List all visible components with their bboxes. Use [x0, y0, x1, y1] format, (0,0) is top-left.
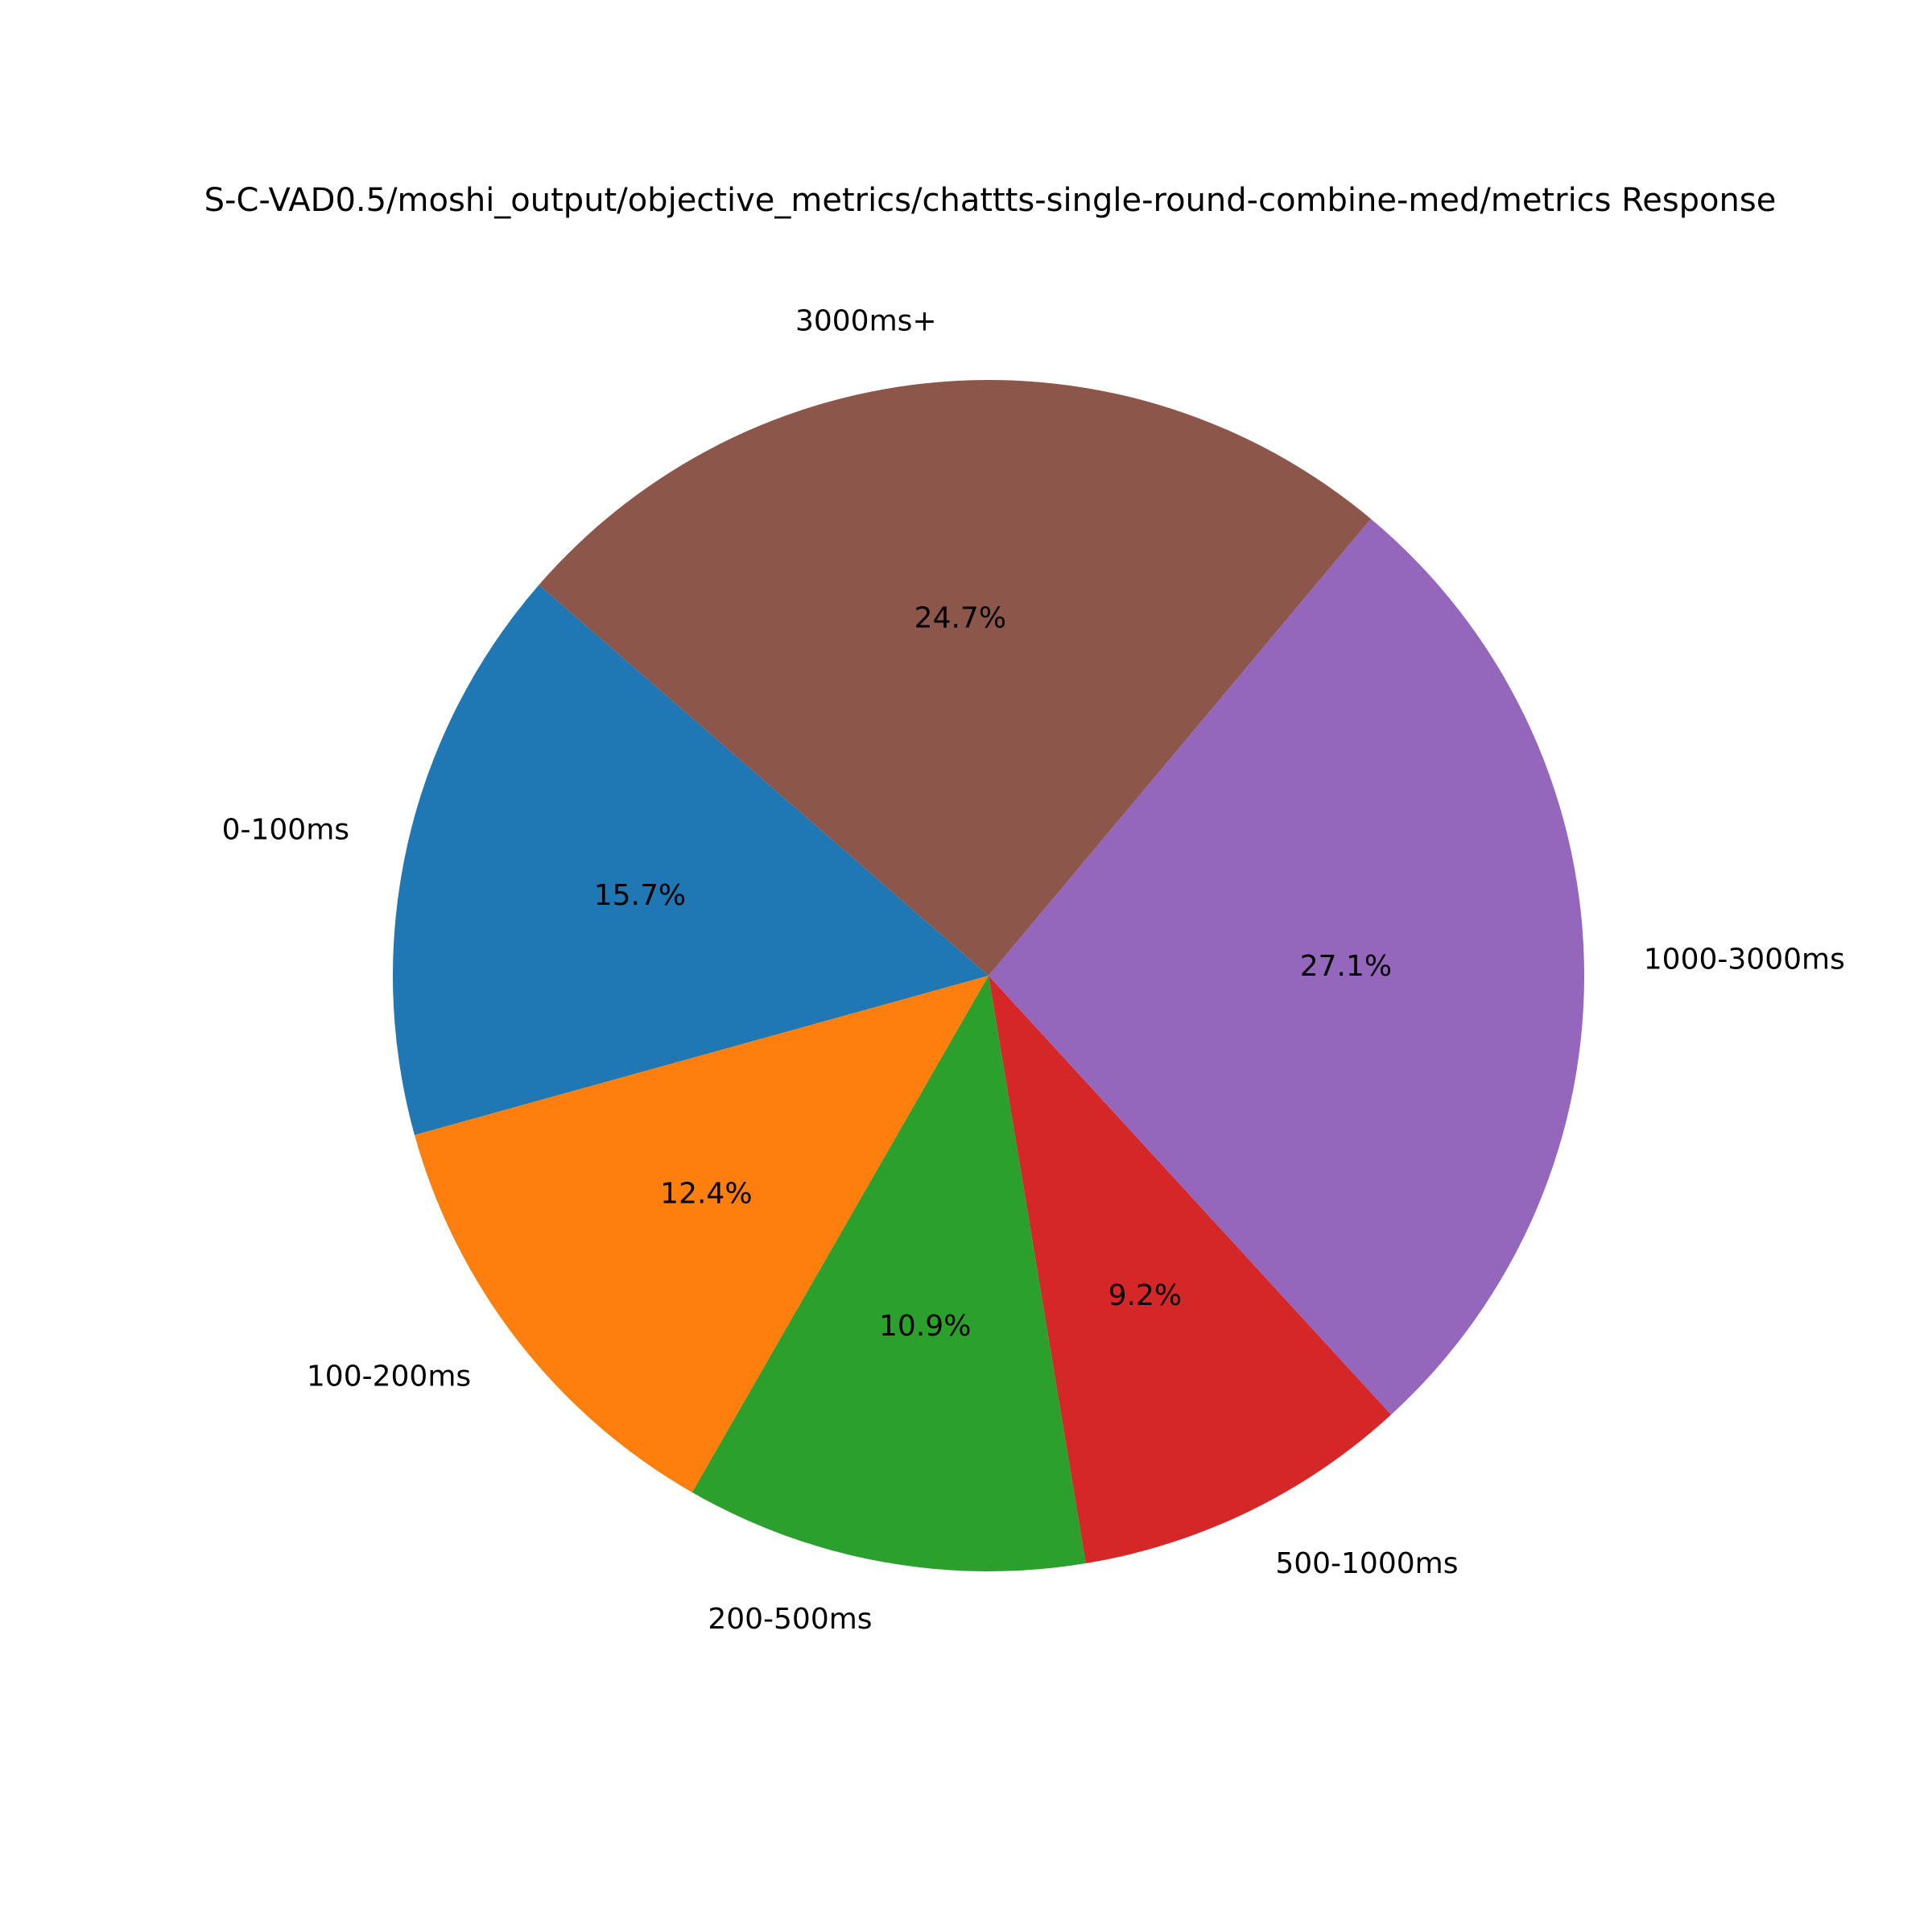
slice-label-1000-3000ms: 1000-3000ms — [1644, 943, 1845, 976]
pct-label-100-200ms: 12.4% — [660, 1177, 752, 1210]
pct-label-1000-3000ms: 27.1% — [1300, 950, 1392, 983]
pie-slice-1000-3000ms — [989, 518, 1585, 1415]
slice-label-3000ms: 3000ms+ — [795, 305, 937, 338]
slice-label-500-1000ms: 500-1000ms — [1275, 1547, 1458, 1580]
pie-slice-200-500ms — [691, 976, 1086, 1571]
chart-title: S-C-VAD0.5/moshi_output/objective_metric… — [204, 182, 1777, 219]
pie-slice-3000ms — [539, 379, 1371, 976]
pct-label-200-500ms: 10.9% — [879, 1310, 971, 1343]
slice-label-200-500ms: 200-500ms — [708, 1603, 872, 1636]
pct-label-3000ms: 24.7% — [914, 601, 1006, 634]
pie-slice-0-100ms — [392, 584, 989, 1136]
pie-slice-500-1000ms — [989, 976, 1392, 1564]
slice-label-0-100ms: 0-100ms — [222, 813, 349, 846]
pie-slice-100-200ms — [414, 976, 989, 1492]
pct-label-500-1000ms: 9.2% — [1108, 1279, 1182, 1312]
pct-label-0-100ms: 15.7% — [594, 879, 686, 912]
pie-labels: 0-100ms 15.7% 100-200ms 12.4% 200-500ms 10.9%… — [222, 305, 1845, 1637]
pie-slices — [392, 379, 1585, 1571]
slice-label-100-200ms: 100-200ms — [307, 1360, 471, 1393]
